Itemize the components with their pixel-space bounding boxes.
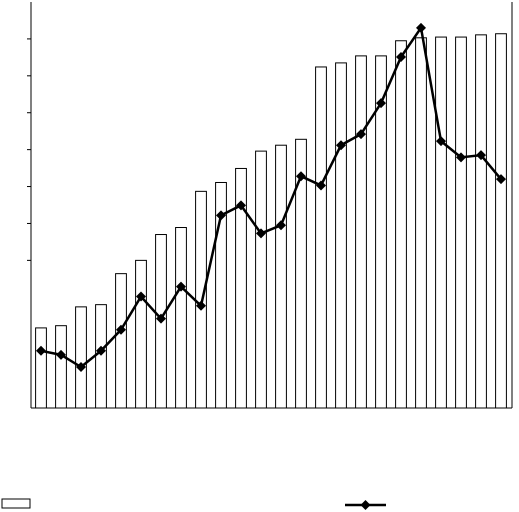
bar [275, 144, 287, 409]
marker [496, 174, 506, 185]
marker [196, 300, 206, 311]
bar [255, 150, 267, 409]
marker [476, 150, 486, 161]
marker [456, 152, 466, 163]
bar [135, 259, 147, 409]
marker [416, 22, 426, 33]
marker [356, 129, 366, 140]
marker [316, 180, 326, 191]
marker [176, 281, 186, 292]
bar [75, 306, 87, 409]
bar [335, 62, 347, 409]
marker [336, 140, 346, 151]
bar [435, 36, 447, 409]
marker [436, 136, 446, 147]
bar [175, 227, 187, 409]
bar [115, 273, 127, 409]
bar [55, 325, 67, 409]
marker [56, 349, 66, 360]
bar [415, 37, 427, 409]
bar [195, 190, 207, 409]
marker [296, 171, 306, 182]
marker [76, 362, 86, 373]
marker [96, 345, 106, 356]
legend [1, 498, 386, 510]
marker [156, 313, 166, 324]
bar [295, 138, 307, 409]
bar [35, 327, 47, 409]
bar [375, 55, 387, 409]
line [40, 24, 502, 369]
bar [215, 181, 227, 409]
bar [355, 55, 367, 409]
bar [475, 34, 487, 409]
marker [136, 291, 146, 302]
marker [276, 220, 286, 231]
bar [95, 304, 107, 409]
marker [396, 51, 406, 62]
bar [455, 36, 467, 409]
bar [395, 40, 407, 409]
marker [36, 345, 46, 356]
marker [216, 210, 226, 221]
legend-marker [360, 500, 371, 510]
marker [376, 98, 386, 109]
bar [235, 167, 247, 409]
legend-bar-swatch [1, 498, 31, 509]
marker [116, 324, 126, 335]
bar [315, 66, 327, 409]
bar [495, 33, 507, 409]
marker [236, 200, 246, 211]
marker [256, 228, 266, 239]
